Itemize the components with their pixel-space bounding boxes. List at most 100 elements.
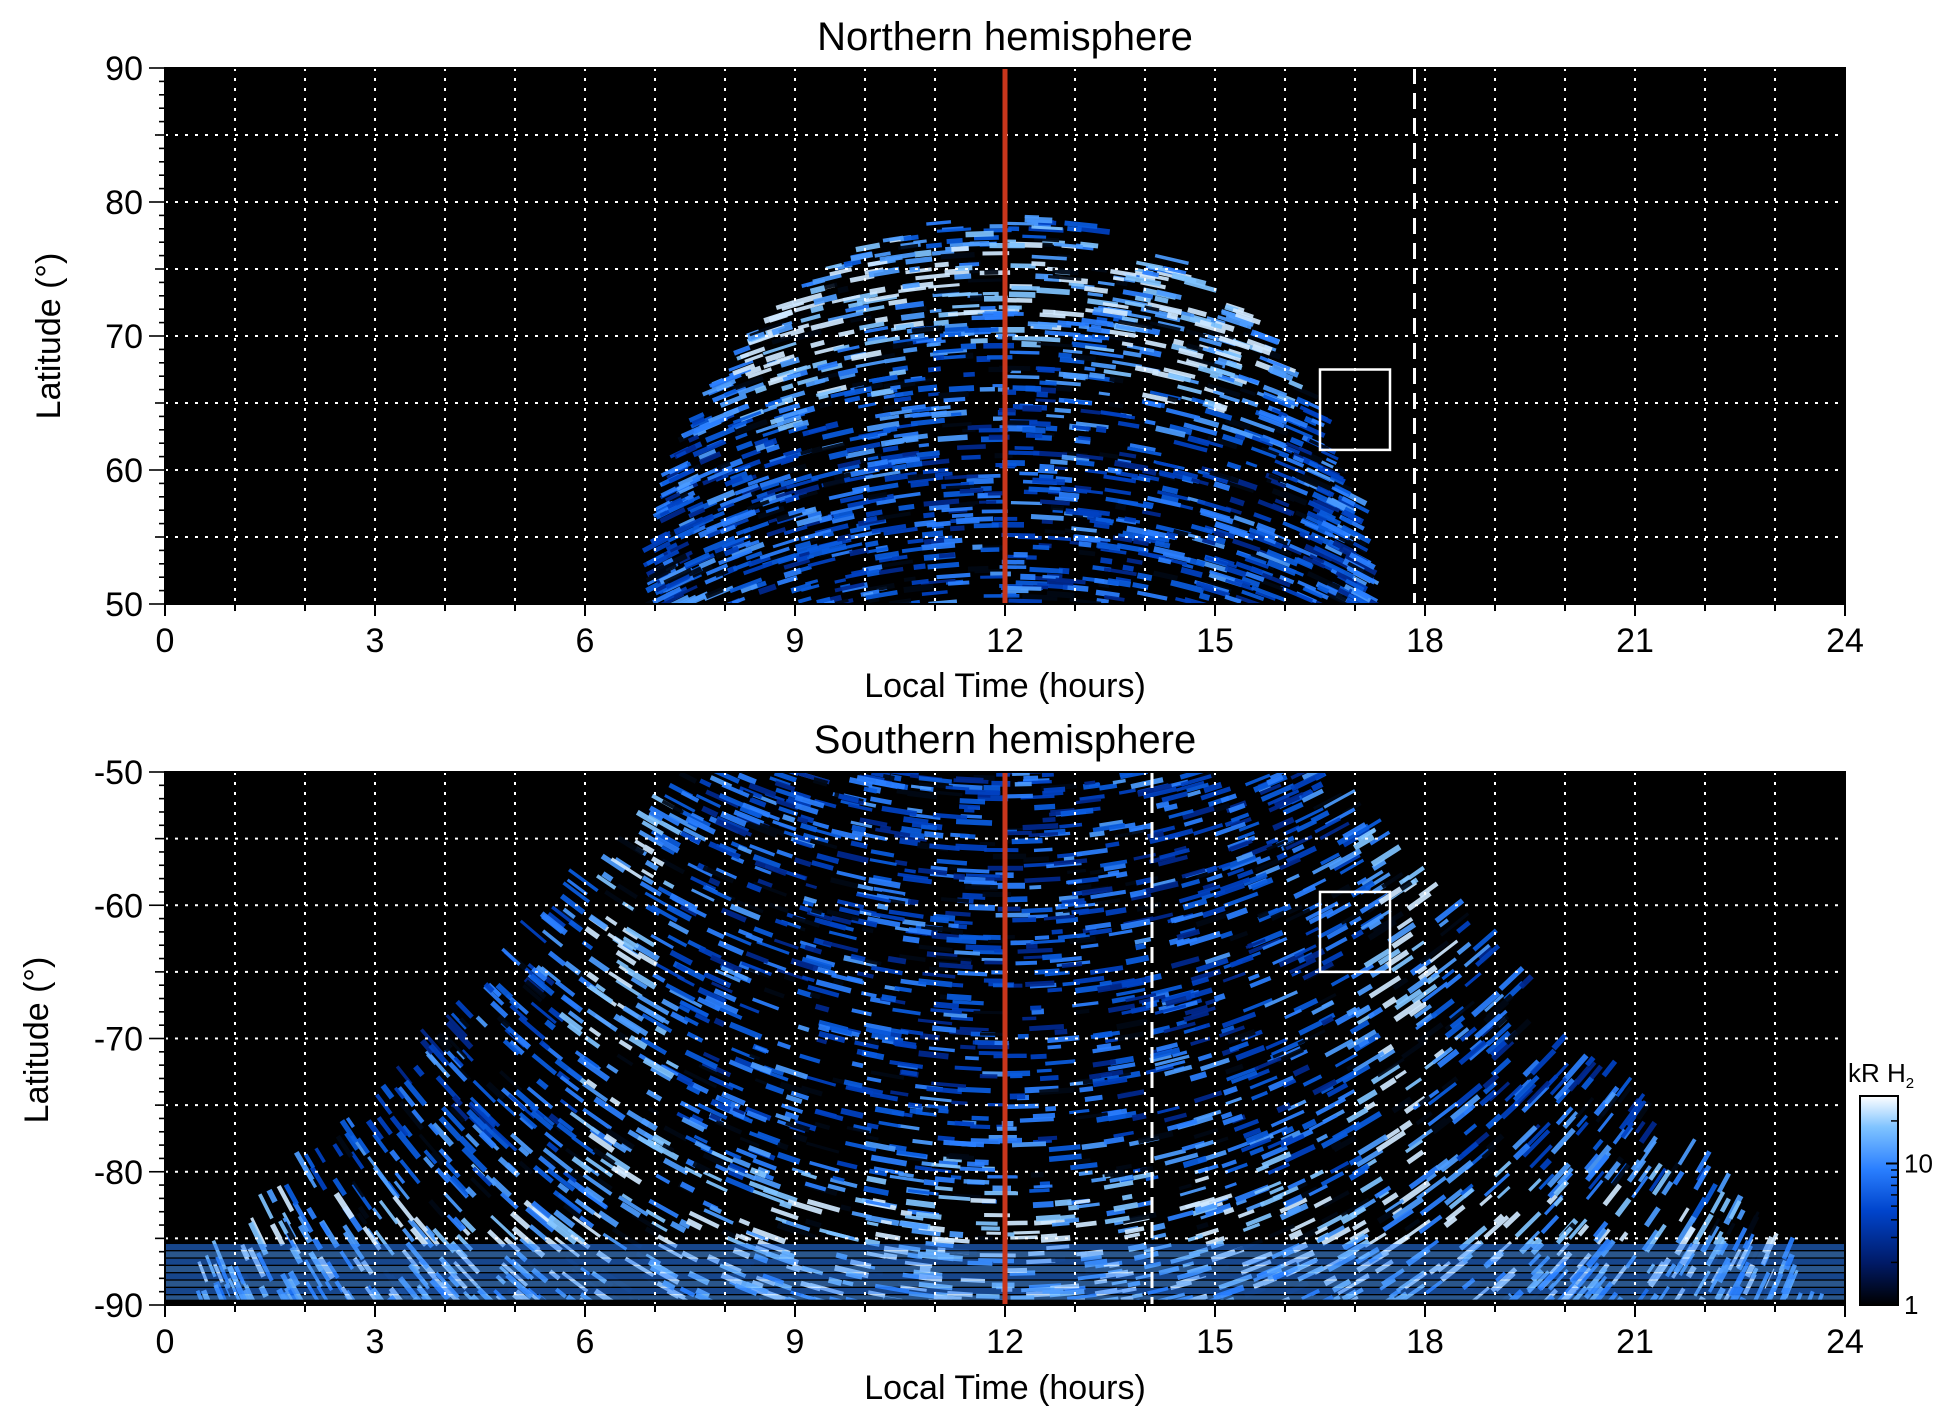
emission-streak [851,1211,872,1220]
emission-streak [496,1014,511,1029]
emission-streak [1059,822,1083,829]
emission-streak [1150,984,1183,996]
emission-streak [694,1013,711,1024]
emission-streak [1343,554,1378,576]
emission-streak [1104,487,1132,496]
emission-streak [1604,1091,1618,1106]
emission-streak [832,1077,846,1085]
emission-streak [908,927,932,936]
emission-streak [954,273,972,280]
emission-streak [1008,226,1020,232]
emission-streak [514,1089,540,1112]
emission-streak [711,1150,734,1164]
emission-streak [1202,347,1219,355]
emission-streak [837,345,860,353]
emission-streak [782,813,796,823]
emission-streak [867,455,879,461]
emission-streak [1103,567,1137,577]
emission-streak [867,462,894,472]
emission-streak [1575,1121,1589,1136]
emission-streak [1302,961,1334,981]
emission-streak [293,1151,315,1182]
emission-streak [1562,1053,1589,1083]
emission-streak [1282,520,1311,536]
emission-streak [836,899,865,910]
emission-streak [1584,1153,1600,1171]
emission-streak [822,940,859,953]
emission-streak [730,474,754,488]
emission-streak [799,1053,821,1064]
emission-streak [1116,1163,1133,1171]
emission-streak [747,475,770,487]
emission-streak [762,341,797,356]
emission-streak [1256,550,1291,568]
emission-streak [806,1198,841,1213]
emission-streak [1485,1030,1511,1055]
emission-streak [1530,1048,1557,1076]
emission-streak [1270,479,1286,489]
emission-streak [868,266,900,278]
emission-streak [1688,1196,1708,1224]
emission-streak [1122,564,1134,572]
emission-streak [1340,515,1354,526]
emission-streak [1075,797,1102,805]
emission-streak [1348,1165,1369,1181]
emission-streak [929,966,949,972]
emission-streak [1416,1022,1444,1045]
emission-streak [697,1103,728,1120]
emission-streak [763,960,787,972]
emission-streak [1581,1076,1595,1091]
emission-streak [980,306,996,311]
emission-streak [1155,800,1170,810]
emission-streak [1301,772,1323,781]
emission-streak [1512,1143,1531,1161]
emission-streak [703,1208,734,1225]
emission-streak [866,420,900,432]
emission-streak [934,261,949,268]
emission-streak [965,1055,979,1061]
emission-streak [1250,446,1277,459]
emission-streak [728,359,754,372]
emission-streak [776,1222,799,1235]
emission-streak [562,881,591,904]
emission-streak [840,473,874,484]
emission-streak [1306,467,1336,483]
emission-streak [1152,878,1176,888]
emission-streak [1033,450,1068,458]
emission-streak [800,313,821,323]
emission-streak [1036,287,1070,296]
emission-streak [1099,859,1128,868]
emission-streak [867,458,889,468]
emission-streak [754,860,788,877]
emission-streak [680,790,700,803]
emission-streak [1311,856,1343,875]
emission-streak [953,873,966,880]
emission-streak [721,1091,746,1106]
emission-streak [741,802,771,818]
emission-streak [1367,1006,1384,1020]
emission-streak [582,1107,613,1131]
emission-streak [814,1003,830,1013]
emission-streak [561,907,576,921]
emission-streak [1043,914,1076,921]
emission-streak [961,454,981,461]
emission-streak [1218,335,1251,351]
emission-streak [879,566,904,575]
emission-streak [680,830,702,845]
emission-streak [1053,242,1083,249]
emission-streak [1195,581,1214,591]
emission-streak [1285,908,1311,923]
emission-streak [583,1056,600,1069]
emission-streak [501,947,521,966]
emission-streak [980,575,1005,579]
emission-streak [866,1076,882,1083]
emission-streak [1034,803,1056,811]
emission-streak [1295,818,1318,833]
emission-streak [618,1039,633,1051]
emission-streak [913,563,926,570]
emission-streak [1324,1038,1354,1058]
emission-streak [1514,1211,1542,1239]
emission-streak [871,374,898,384]
emission-streak [1045,1059,1076,1066]
emission-streak [1115,323,1149,334]
